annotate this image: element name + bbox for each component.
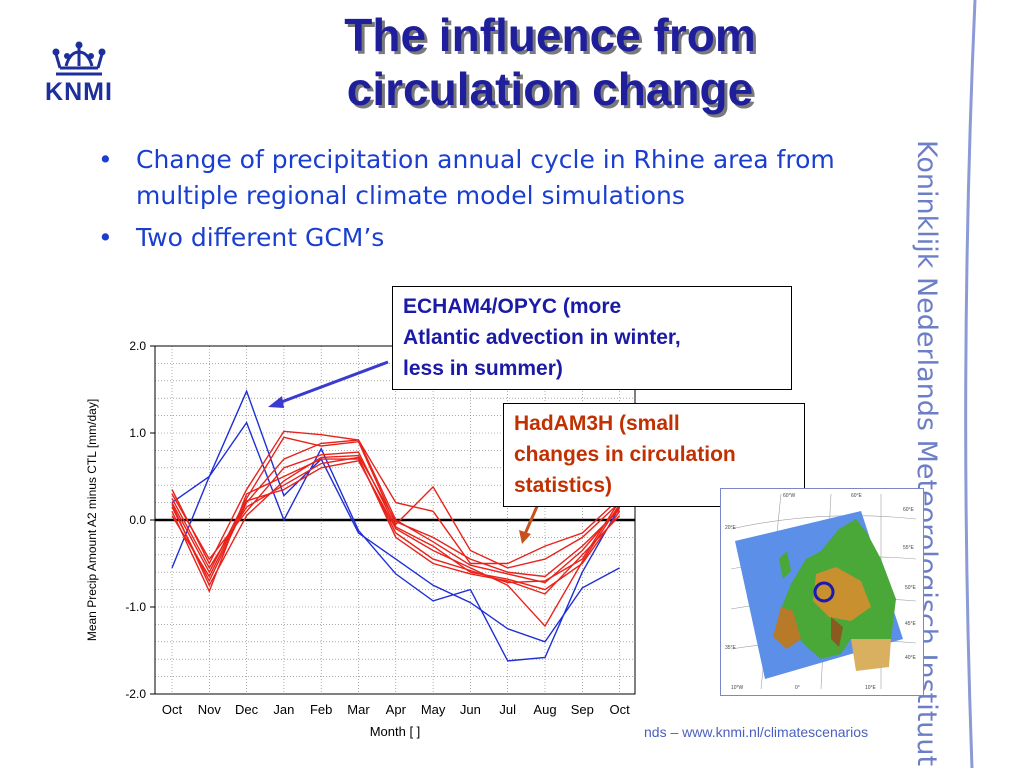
y-tick-label: 1.0 xyxy=(129,426,146,440)
map-lon-label: 10°W xyxy=(731,685,744,691)
title-line-1: The influence from xyxy=(344,9,756,61)
bullet-item: • Two different GCM’s xyxy=(96,220,916,256)
red-series-line xyxy=(171,458,621,594)
x-tick-label: Dec xyxy=(235,702,259,717)
echam-arrow-head xyxy=(268,396,284,408)
rhine-area-marker xyxy=(813,581,835,603)
x-axis-label: Month [ ] xyxy=(370,724,421,739)
x-tick-label: Apr xyxy=(386,702,407,717)
map-lat-label: 55°E xyxy=(903,545,915,551)
red-series-line xyxy=(171,436,621,574)
map-iberia xyxy=(773,607,801,649)
red-series-line xyxy=(171,456,621,595)
blue-series-line xyxy=(171,421,621,662)
y-tick-label: -2.0 xyxy=(125,687,146,701)
knmi-logo: KNMI xyxy=(36,40,122,110)
europe-map-image: 60°W 60°E 60°E 55°E 50°E 45°E 40°E 35°E … xyxy=(725,493,917,691)
map-lon-label: 20°E xyxy=(725,525,737,531)
blue-series-line xyxy=(171,389,620,643)
red-series-line xyxy=(171,460,621,628)
x-tick-label: Jun xyxy=(460,702,481,717)
x-tick-label: Mar xyxy=(347,702,370,717)
x-tick-label: Jan xyxy=(273,702,294,717)
echam-line-1: ECHAM4/OPYC (more xyxy=(403,295,622,318)
x-tick-label: Aug xyxy=(533,702,556,717)
crown-icon xyxy=(52,41,106,76)
map-top-label: 60°E xyxy=(851,493,863,499)
bullet-list: • Change of precipitation annual cycle in… xyxy=(96,142,916,262)
map-lat-label: 45°E xyxy=(905,621,917,627)
map-lat-label: 50°E xyxy=(905,585,917,591)
y-axis-label: Mean Precip Amount A2 minus CTL [mm/day] xyxy=(85,399,99,641)
hadam-arrow-head xyxy=(519,530,531,544)
red-series-line xyxy=(171,454,621,587)
bullet-text: Two different GCM’s xyxy=(136,223,385,252)
x-tick-label: Oct xyxy=(609,702,630,717)
bullet-item: • Change of precipitation annual cycle in… xyxy=(96,142,916,214)
hadam-line-1: HadAM3H (small xyxy=(514,412,680,435)
bullet-text: Change of precipitation annual cycle in … xyxy=(136,145,835,210)
x-tick-label: Feb xyxy=(310,702,332,717)
map-lon-label: 0° xyxy=(795,685,800,691)
x-tick-labels: Oct Nov Dec Jan Feb Mar Apr May Jun Jul Aug Sep Oct xyxy=(162,702,630,717)
y-tick-label: -1.0 xyxy=(125,600,146,614)
x-tick-label: May xyxy=(421,702,446,717)
x-tick-label: Jul xyxy=(499,702,516,717)
logo-text: KNMI xyxy=(45,78,113,106)
x-tick-label: Nov xyxy=(198,702,222,717)
map-africa xyxy=(851,639,891,671)
x-tick-label: Oct xyxy=(162,702,183,717)
map-lat-label: 60°E xyxy=(903,507,915,513)
map-lat-label: 40°E xyxy=(905,655,917,661)
red-series-line xyxy=(171,439,621,584)
europe-map: 60°W 60°E 60°E 55°E 50°E 45°E 40°E 35°E … xyxy=(720,488,924,696)
map-lon-label: 10°E xyxy=(865,685,877,691)
slide-title: The influence from circulation change xyxy=(250,8,850,116)
echam-arrow xyxy=(275,360,389,406)
echam-line-2: Atlantic advection in winter, xyxy=(403,326,681,349)
y-tick-label: 2.0 xyxy=(129,339,146,353)
echam-callout: ECHAM4/OPYC (more Atlantic advection in … xyxy=(392,286,792,390)
hadam-line-2: changes in circulation xyxy=(514,443,736,466)
map-italy xyxy=(831,617,843,647)
map-lat-label: 35°E xyxy=(725,645,737,651)
hadam-callout: HadAM3H (small changes in circulation st… xyxy=(503,403,805,507)
bullet-dot: • xyxy=(98,223,113,252)
footer-url: nds – www.knmi.nl/climatescenarios xyxy=(644,724,869,740)
title-line-2: circulation change xyxy=(346,63,754,115)
red-series-line xyxy=(171,430,621,566)
map-top-label: 60°W xyxy=(783,493,796,499)
x-tick-label: Sep xyxy=(571,702,594,717)
map-highlands xyxy=(813,567,871,621)
red-series-line xyxy=(171,451,621,591)
hadam-line-3: statistics) xyxy=(514,474,613,497)
echam-line-3: less in summer) xyxy=(403,357,563,380)
y-tick-label: 0.0 xyxy=(129,513,146,527)
map-britain xyxy=(779,551,791,579)
bullet-dot: • xyxy=(98,145,113,174)
y-tick-labels: -2.0 -1.0 0.0 1.0 2.0 xyxy=(125,339,155,701)
series-lines xyxy=(171,389,621,662)
